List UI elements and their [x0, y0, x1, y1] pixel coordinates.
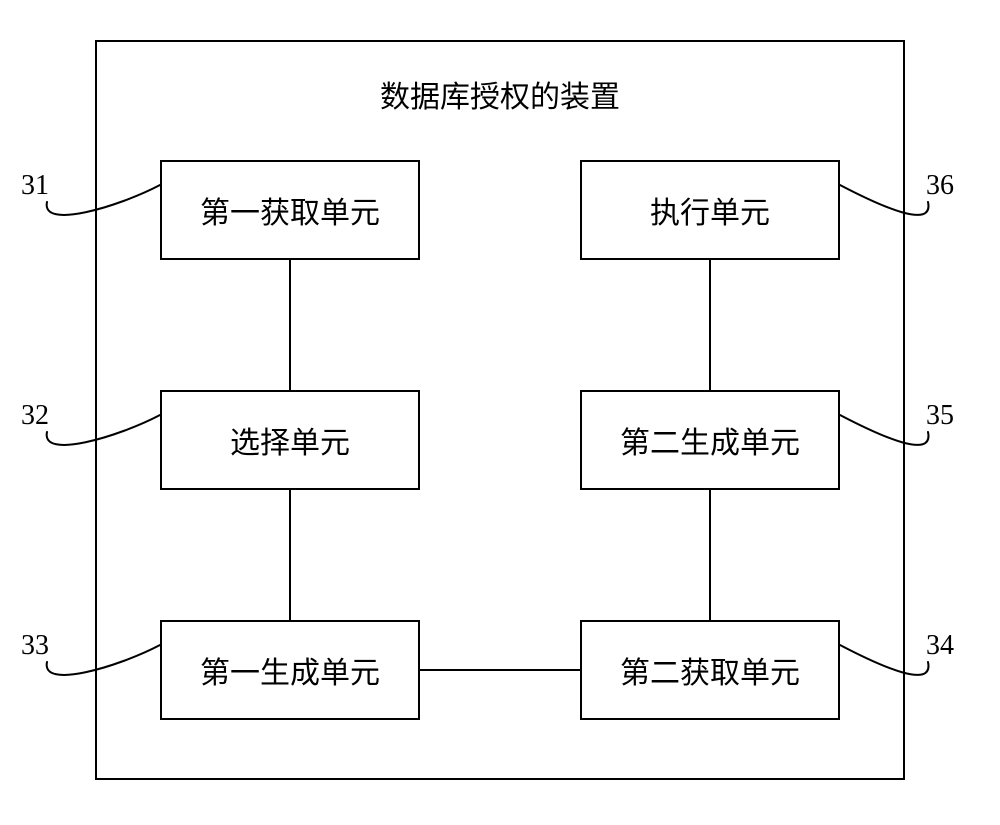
node-second-acquire-unit: 第二获取单元	[580, 620, 840, 720]
ref-label-33: 33	[5, 630, 65, 662]
node-select-unit: 选择单元	[160, 390, 420, 490]
ref-label-35: 35	[910, 400, 970, 432]
node-first-acquire-unit: 第一获取单元	[160, 160, 420, 260]
node-label: 执行单元	[650, 188, 770, 232]
node-label: 第一生成单元	[200, 648, 380, 692]
ref-label-32: 32	[5, 400, 65, 432]
node-label: 第二生成单元	[620, 418, 800, 462]
node-first-generate-unit: 第一生成单元	[160, 620, 420, 720]
diagram-title: 数据库授权的装置	[300, 72, 700, 116]
node-execute-unit: 执行单元	[580, 160, 840, 260]
ref-label-31: 31	[5, 170, 65, 202]
node-label: 第二获取单元	[620, 648, 800, 692]
ref-label-34: 34	[910, 630, 970, 662]
ref-label-36: 36	[910, 170, 970, 202]
node-label: 第一获取单元	[200, 188, 380, 232]
node-label: 选择单元	[230, 418, 350, 462]
node-second-generate-unit: 第二生成单元	[580, 390, 840, 490]
diagram-stage: 数据库授权的装置 第一获取单元 选择单元 第一生成单元 执行单元 第二生成单元 …	[0, 0, 1000, 825]
